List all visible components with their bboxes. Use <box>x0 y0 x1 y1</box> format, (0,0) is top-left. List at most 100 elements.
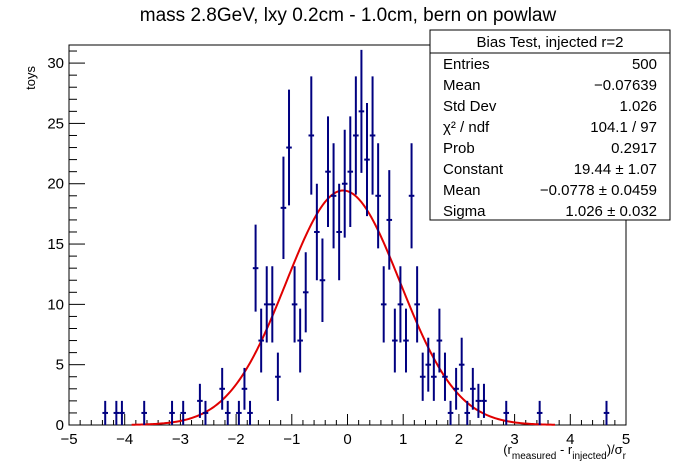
x-tick-label: 5 <box>622 431 630 448</box>
data-point <box>386 170 393 270</box>
x-label-sub-measured: measured <box>512 451 556 462</box>
x-axis-label: (rmeasured - rinjected)/σr <box>503 442 626 462</box>
stats-row-value: 500 <box>632 56 657 73</box>
data-point <box>263 266 270 343</box>
x-tick-label: −4 <box>116 431 133 448</box>
y-tick-label: 25 <box>47 115 64 132</box>
y-tick-label: 10 <box>47 296 64 313</box>
data-point <box>369 76 376 195</box>
y-axis-label: toys <box>23 66 38 90</box>
stats-row-label: Mean <box>443 77 481 94</box>
fit-line <box>131 189 556 426</box>
x-tick-label: 0 <box>343 431 351 448</box>
x-axis: −5 −4 −3 −2 −1 0 1 2 3 4 5 <box>60 414 630 448</box>
data-point <box>380 266 387 343</box>
data-point <box>319 238 326 323</box>
data-point <box>141 400 147 425</box>
y-tick-label: 20 <box>47 176 64 193</box>
data-point <box>447 400 454 425</box>
data-point <box>286 89 292 206</box>
stats-row-value: 1.026 <box>619 98 657 115</box>
data-point <box>308 76 315 195</box>
data-point <box>375 143 381 249</box>
y-tick-label: 30 <box>47 55 64 72</box>
data-point <box>419 352 426 401</box>
x-label-sub-r: r <box>623 451 627 462</box>
data-point <box>280 156 287 260</box>
data-point <box>431 352 437 401</box>
y-tick-label: 5 <box>56 357 64 374</box>
data-point <box>197 383 203 418</box>
x-tick-label: −5 <box>60 431 77 448</box>
stats-row-label: Constant <box>443 161 504 178</box>
data-point <box>297 308 303 373</box>
data-point <box>425 337 432 392</box>
stats-row-label: χ² / ndf <box>443 119 490 136</box>
stats-row-label: Mean <box>443 182 481 199</box>
stats-row-value: 104.1 / 97 <box>590 119 657 136</box>
x-tick-label: −1 <box>283 431 300 448</box>
stats-row-value: 19.44 ± 1.07 <box>574 161 657 178</box>
data-point <box>291 266 298 343</box>
stats-row-label: Std Dev <box>443 98 497 115</box>
x-tick-label: 1 <box>399 431 407 448</box>
data-point <box>269 266 276 343</box>
data-point <box>442 352 448 401</box>
data-point <box>102 400 108 425</box>
data-point <box>241 367 248 410</box>
data-point <box>247 400 253 425</box>
x-tick-label: 2 <box>455 431 463 448</box>
data-point <box>458 337 465 392</box>
x-tick-label: 3 <box>510 431 518 448</box>
data-point <box>603 400 610 425</box>
data-point <box>236 400 242 425</box>
data-point <box>224 400 231 425</box>
data-points <box>102 49 610 425</box>
data-point <box>341 129 348 238</box>
stats-row-label: Prob <box>443 140 475 157</box>
x-tick-label: −3 <box>172 431 189 448</box>
data-point <box>397 266 404 343</box>
data-point <box>314 183 320 281</box>
data-point <box>169 400 175 425</box>
x-label-close: )/σ <box>607 442 623 457</box>
x-label-sub-injected: injected <box>572 451 606 462</box>
x-tick-label: 4 <box>566 431 574 448</box>
data-point <box>325 116 331 227</box>
stats-row-value: 0.2917 <box>611 140 657 157</box>
stats-rows: Entries 500 Mean −0.07639 Std Dev 1.026 χ² / n… <box>443 56 657 220</box>
data-point <box>470 367 476 410</box>
data-point <box>113 400 120 425</box>
x-label-open: (r <box>503 442 512 457</box>
data-point <box>358 49 365 173</box>
data-point <box>403 308 409 373</box>
y-tick-label: 15 <box>47 236 64 253</box>
data-point <box>202 400 209 425</box>
stats-box-frame <box>429 29 671 221</box>
data-point <box>119 400 125 425</box>
data-point <box>392 308 398 373</box>
data-point <box>336 183 342 281</box>
data-point <box>436 308 443 373</box>
data-point <box>408 143 415 249</box>
stats-box: Bias Test, injected r=2 Entries 500 Mean −0… <box>429 29 671 221</box>
data-point <box>330 143 337 249</box>
gaussian-fit-curve <box>131 189 556 426</box>
data-point <box>275 352 281 401</box>
chart-title: mass 2.8GeV, lxy 0.2cm - 1.0cm, bern on … <box>140 5 557 26</box>
x-tick-label: −2 <box>228 431 245 448</box>
data-point <box>453 367 459 410</box>
data-point <box>536 400 543 425</box>
stats-row-value: −0.0778 ± 0.0459 <box>540 182 657 199</box>
stats-row-value: 1.026 ± 0.032 <box>565 203 657 220</box>
stats-row-label: Entries <box>443 56 490 73</box>
data-point <box>503 400 510 425</box>
data-point <box>353 76 359 195</box>
stats-box-title: Bias Test, injected r=2 <box>477 34 624 51</box>
data-point <box>475 383 482 418</box>
data-point <box>180 400 186 425</box>
data-point <box>252 224 259 312</box>
x-label-mid: - r <box>556 442 573 457</box>
data-point <box>481 383 487 418</box>
